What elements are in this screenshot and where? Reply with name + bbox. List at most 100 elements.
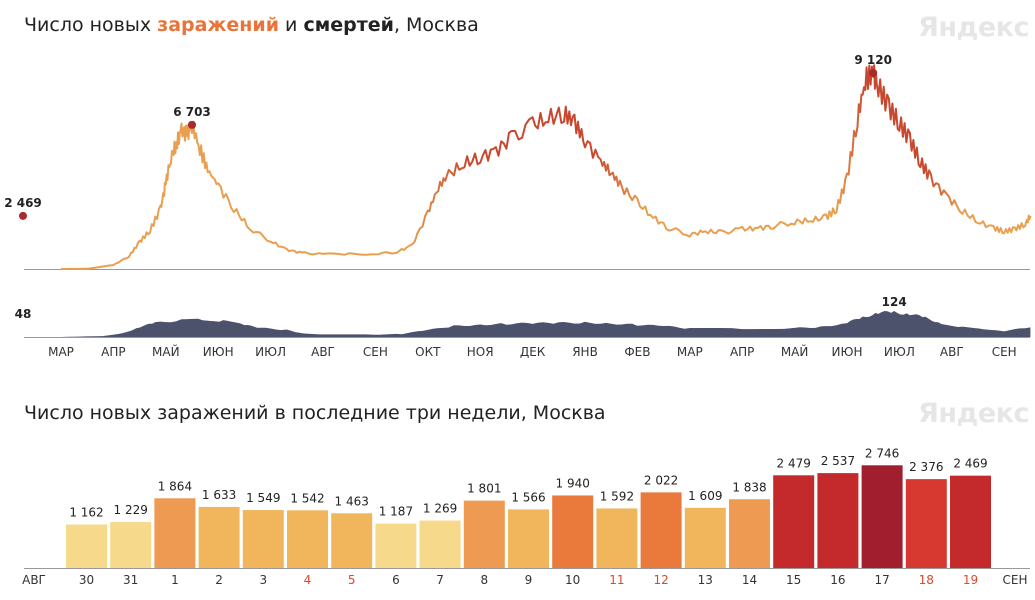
infections-line [61, 64, 1032, 270]
infections-peak-label: 6 703 [173, 105, 211, 119]
bar-category-label: 1 [171, 573, 179, 587]
bar-category-label: 15 [786, 573, 801, 587]
month-tick-label: МАЙ [152, 344, 180, 359]
bar [287, 510, 328, 568]
infections-peak-label: 9 120 [854, 53, 892, 67]
bar-value-label: 2 469 [953, 457, 987, 471]
bar-category-label: 11 [609, 573, 624, 587]
month-tick-label: ИЮЛ [255, 345, 286, 359]
bar-category-label: 13 [698, 573, 713, 587]
bar-chart-title: Число новых заражений в последние три не… [24, 402, 606, 424]
bar [198, 506, 240, 568]
month-tick-label: АВГ [940, 345, 964, 359]
bar-value-label: 1 162 [69, 506, 103, 520]
month-tick-label: ДЕК [520, 345, 546, 359]
bar-value-label: 1 463 [335, 494, 369, 508]
bar-value-label: 1 566 [511, 490, 545, 504]
main-chart-title: Число новых заражений и смертей, Москва [24, 14, 479, 36]
month-tick-label: СЕН [363, 345, 388, 359]
brand-logo-bottom: Яндекс [918, 398, 1029, 429]
bar-category-label: 5 [348, 573, 356, 587]
bar-value-label: 1 229 [114, 503, 148, 517]
bar [817, 473, 859, 568]
brand-logo: Яндекс [918, 12, 1029, 43]
month-tick-label: АПР [101, 345, 125, 359]
bar-category-label: 6 [392, 573, 400, 587]
deaths-current-label: 48 [15, 307, 32, 321]
bar [950, 475, 991, 568]
month-tick-label: ОКТ [415, 345, 441, 359]
bar [729, 499, 770, 568]
month-tick-label: НОЯ [467, 345, 494, 359]
bar [684, 507, 726, 568]
bar-value-label: 1 838 [732, 480, 766, 494]
bar-value-label: 1 592 [600, 489, 634, 503]
bar-category-label: 16 [830, 573, 845, 587]
bar-category-label: 4 [304, 573, 312, 587]
bar [596, 508, 638, 568]
bar-value-label: 1 633 [202, 488, 236, 502]
month-tick-label: ИЮЛ [884, 345, 915, 359]
bar [463, 500, 505, 568]
month-tick-label: ЯНВ [572, 345, 598, 359]
main-chart: 6 703 9 120 2 469 124 48 МАР АПР МАЙ ИЮН ИЮЛ АВГ СЕ… [4, 53, 1032, 359]
bar-category-label: 12 [653, 573, 668, 587]
infections-current-marker [19, 211, 27, 220]
bar [154, 498, 196, 568]
bar [508, 509, 549, 568]
title-infections: заражений [157, 14, 280, 36]
bar [773, 475, 815, 568]
bar-category-label: 3 [259, 573, 267, 587]
bar-start-month-label: АВГ [22, 573, 46, 587]
bar-value-label: 2 537 [821, 454, 855, 468]
infections-peak-marker [869, 68, 878, 77]
bar [640, 492, 682, 568]
bar [331, 513, 373, 568]
month-tick-label: ФЕВ [624, 345, 650, 359]
infections-peak-marker [188, 120, 196, 129]
bar-category-label: 2 [215, 573, 223, 587]
month-tick-label: АВГ [311, 345, 335, 359]
bar-category-label: 14 [742, 573, 757, 587]
bar-category-label: 9 [525, 573, 533, 587]
bar-end-month-label: СЕН [1003, 573, 1028, 587]
bar-category-label: 8 [480, 573, 488, 587]
bar-category-label: 17 [874, 573, 889, 587]
bar-category-label: 31 [123, 573, 138, 587]
deaths-peak-label: 124 [882, 295, 907, 309]
bar [861, 465, 903, 568]
bar-value-label: 1 864 [158, 479, 192, 493]
bar-category-label: 18 [919, 573, 934, 587]
month-tick-label: МАР [48, 345, 74, 359]
bar-value-label: 1 542 [290, 491, 324, 505]
bar [66, 524, 107, 568]
bar-value-label: 1 549 [246, 491, 280, 505]
bar-value-label: 2 376 [909, 460, 943, 474]
month-tick-label: СЕН [992, 345, 1017, 359]
bar-category-label: 19 [963, 573, 978, 587]
bar [552, 495, 594, 568]
title-deaths: смертей [303, 14, 394, 36]
bar-value-label: 2 022 [644, 473, 678, 487]
bar-value-label: 1 609 [688, 489, 722, 503]
bar [419, 520, 461, 568]
month-tick-label: ИЮН [203, 345, 234, 359]
deaths-area [61, 311, 1031, 337]
bar-value-label: 1 187 [379, 505, 413, 519]
bar-value-label: 1 269 [423, 502, 457, 516]
bar-category-label: 10 [565, 573, 580, 587]
month-tick-label: АПР [730, 345, 754, 359]
infections-current-label: 2 469 [4, 196, 42, 210]
bar-value-label: 1 940 [556, 476, 590, 490]
bar [242, 510, 284, 568]
month-tick-label: МАР [677, 345, 703, 359]
month-tick-label: МАЙ [781, 344, 809, 359]
bar-value-label: 2 479 [777, 456, 811, 470]
bar-value-label: 2 746 [865, 446, 899, 460]
bar-category-label: 30 [79, 573, 94, 587]
month-tick-label: ИЮН [832, 345, 863, 359]
bar [375, 523, 417, 568]
bar [110, 522, 152, 568]
bar [905, 479, 947, 568]
